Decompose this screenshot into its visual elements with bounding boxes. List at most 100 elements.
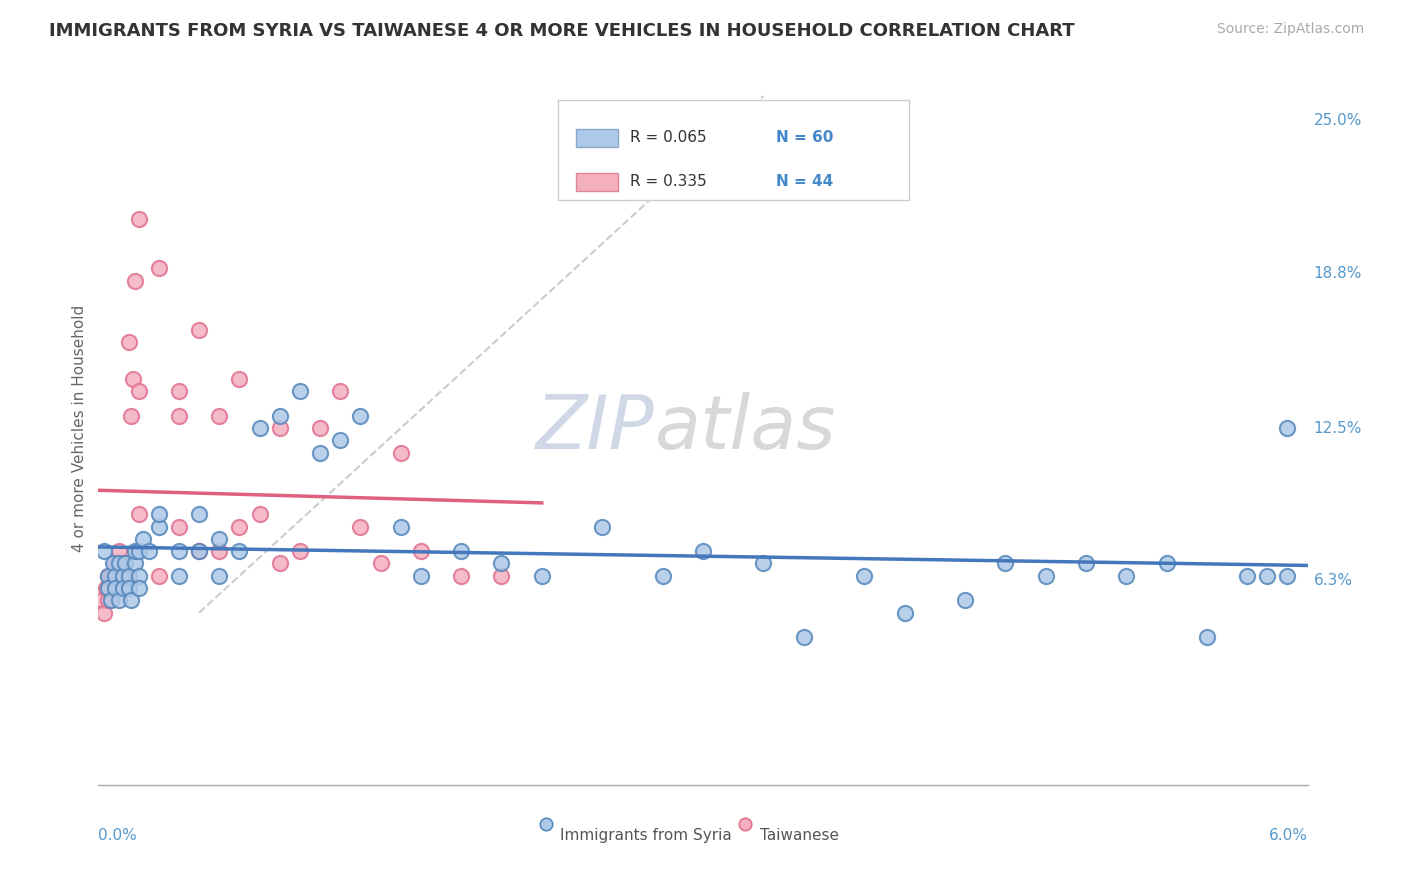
Point: [1256, 569, 1278, 583]
Text: R = 0.065: R = 0.065: [630, 130, 707, 145]
Text: 6.3%: 6.3%: [1313, 574, 1353, 588]
Point: [120, 593, 142, 607]
Point: [101, 557, 124, 571]
Point: [1236, 569, 1258, 583]
Point: [128, 508, 150, 522]
Text: Immigrants from Syria: Immigrants from Syria: [561, 828, 733, 843]
Point: [953, 593, 976, 607]
Point: [96, 581, 118, 595]
Point: [100, 593, 122, 607]
Point: [111, 569, 134, 583]
Point: [132, 532, 155, 546]
Point: [167, 544, 190, 558]
Point: [107, 544, 129, 558]
Point: [100, 569, 122, 583]
Point: [124, 557, 146, 571]
Point: [124, 544, 146, 558]
Point: [1115, 569, 1137, 583]
Point: [1035, 569, 1057, 583]
Text: 6.0%: 6.0%: [1268, 828, 1308, 843]
Point: [329, 434, 352, 448]
Point: [409, 569, 432, 583]
Point: [994, 557, 1017, 571]
Point: [107, 557, 129, 571]
Point: [188, 323, 211, 337]
Point: [752, 557, 775, 571]
Point: [148, 508, 170, 522]
Point: [409, 544, 432, 558]
FancyBboxPatch shape: [576, 129, 619, 147]
Point: [118, 334, 141, 349]
Text: 18.8%: 18.8%: [1313, 266, 1362, 281]
Text: IMMIGRANTS FROM SYRIA VS TAIWANESE 4 OR MORE VEHICLES IN HOUSEHOLD CORRELATION C: IMMIGRANTS FROM SYRIA VS TAIWANESE 4 OR …: [49, 22, 1074, 40]
Point: [103, 557, 125, 571]
Point: [91, 593, 114, 607]
Point: [228, 544, 250, 558]
Point: [450, 569, 472, 583]
Point: [389, 519, 412, 533]
Point: [1277, 569, 1299, 583]
Point: [329, 384, 352, 399]
Point: [1195, 630, 1218, 644]
Point: [103, 569, 125, 583]
FancyBboxPatch shape: [576, 173, 619, 191]
Text: atlas: atlas: [655, 392, 837, 464]
Point: [853, 569, 876, 583]
Point: [208, 409, 231, 423]
Point: [893, 606, 915, 620]
Point: [188, 544, 211, 558]
Text: Source: ZipAtlas.com: Source: ZipAtlas.com: [1216, 22, 1364, 37]
Point: [114, 557, 136, 571]
Point: [167, 384, 190, 399]
Text: 12.5%: 12.5%: [1313, 421, 1362, 435]
Point: [188, 544, 211, 558]
Text: 0.0%: 0.0%: [98, 828, 138, 843]
Point: [288, 544, 311, 558]
Point: [309, 446, 332, 460]
Point: [208, 544, 231, 558]
Point: [269, 409, 291, 423]
Point: [121, 372, 143, 386]
Point: [111, 581, 134, 595]
Point: [692, 544, 714, 558]
Point: [101, 569, 124, 583]
Point: [148, 261, 170, 276]
Point: [269, 557, 291, 571]
Point: [128, 384, 150, 399]
Point: [249, 421, 271, 435]
Point: [103, 569, 125, 583]
Point: [389, 446, 412, 460]
Point: [651, 569, 673, 583]
Point: [1074, 557, 1097, 571]
Point: [167, 409, 190, 423]
Point: [1156, 557, 1178, 571]
Point: [111, 569, 134, 583]
Point: [208, 569, 231, 583]
Point: [107, 569, 129, 583]
Point: [530, 569, 553, 583]
Point: [450, 544, 472, 558]
Point: [118, 581, 141, 595]
Point: [793, 630, 815, 644]
Point: [249, 508, 271, 522]
Point: [93, 606, 115, 620]
Point: [228, 372, 250, 386]
Point: [591, 519, 613, 533]
Point: [1277, 421, 1299, 435]
Point: [269, 421, 291, 435]
Point: [128, 569, 150, 583]
Point: [97, 581, 120, 595]
Point: [97, 569, 120, 583]
Text: N = 60: N = 60: [776, 130, 832, 145]
Point: [167, 569, 190, 583]
Point: [103, 581, 125, 595]
Point: [349, 519, 371, 533]
Point: [97, 593, 120, 607]
Point: [93, 544, 115, 558]
Text: ZIP: ZIP: [536, 392, 655, 464]
Point: [167, 519, 190, 533]
Point: [208, 532, 231, 546]
Point: [370, 557, 392, 571]
Point: [228, 519, 250, 533]
Text: 25.0%: 25.0%: [1313, 113, 1362, 128]
